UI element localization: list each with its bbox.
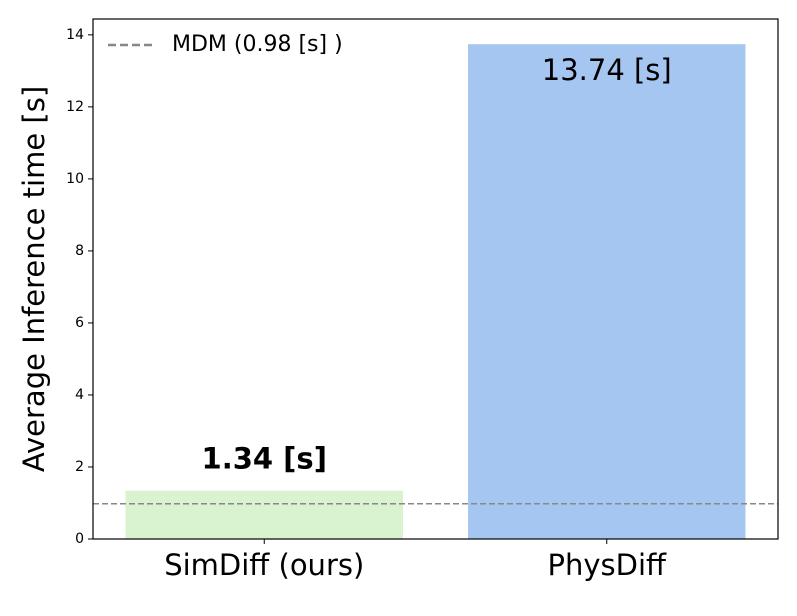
y-tick-label: 10 (66, 171, 84, 187)
bar (468, 44, 746, 539)
x-tick-label: SimDiff (ours) (164, 548, 364, 582)
plot-frame (92, 18, 779, 540)
y-tick-label: 8 (75, 243, 84, 259)
bar (125, 490, 403, 539)
y-tick-label: 14 (66, 27, 84, 43)
y-axis-label: Average Inference time [s] (17, 86, 51, 472)
legend-label: MDM (0.98 [s] ) (172, 32, 343, 57)
y-tick-label: 4 (75, 387, 84, 403)
y-tick-label: 6 (75, 315, 84, 331)
x-tick-label: PhysDiff (547, 548, 667, 582)
y-tick-label: 0 (75, 531, 84, 547)
y-tick-label: 2 (75, 459, 84, 475)
value-label: 1.34 [s] (202, 442, 327, 476)
y-tick-label: 12 (66, 99, 84, 115)
value-label: 13.74 [s] (542, 53, 672, 87)
